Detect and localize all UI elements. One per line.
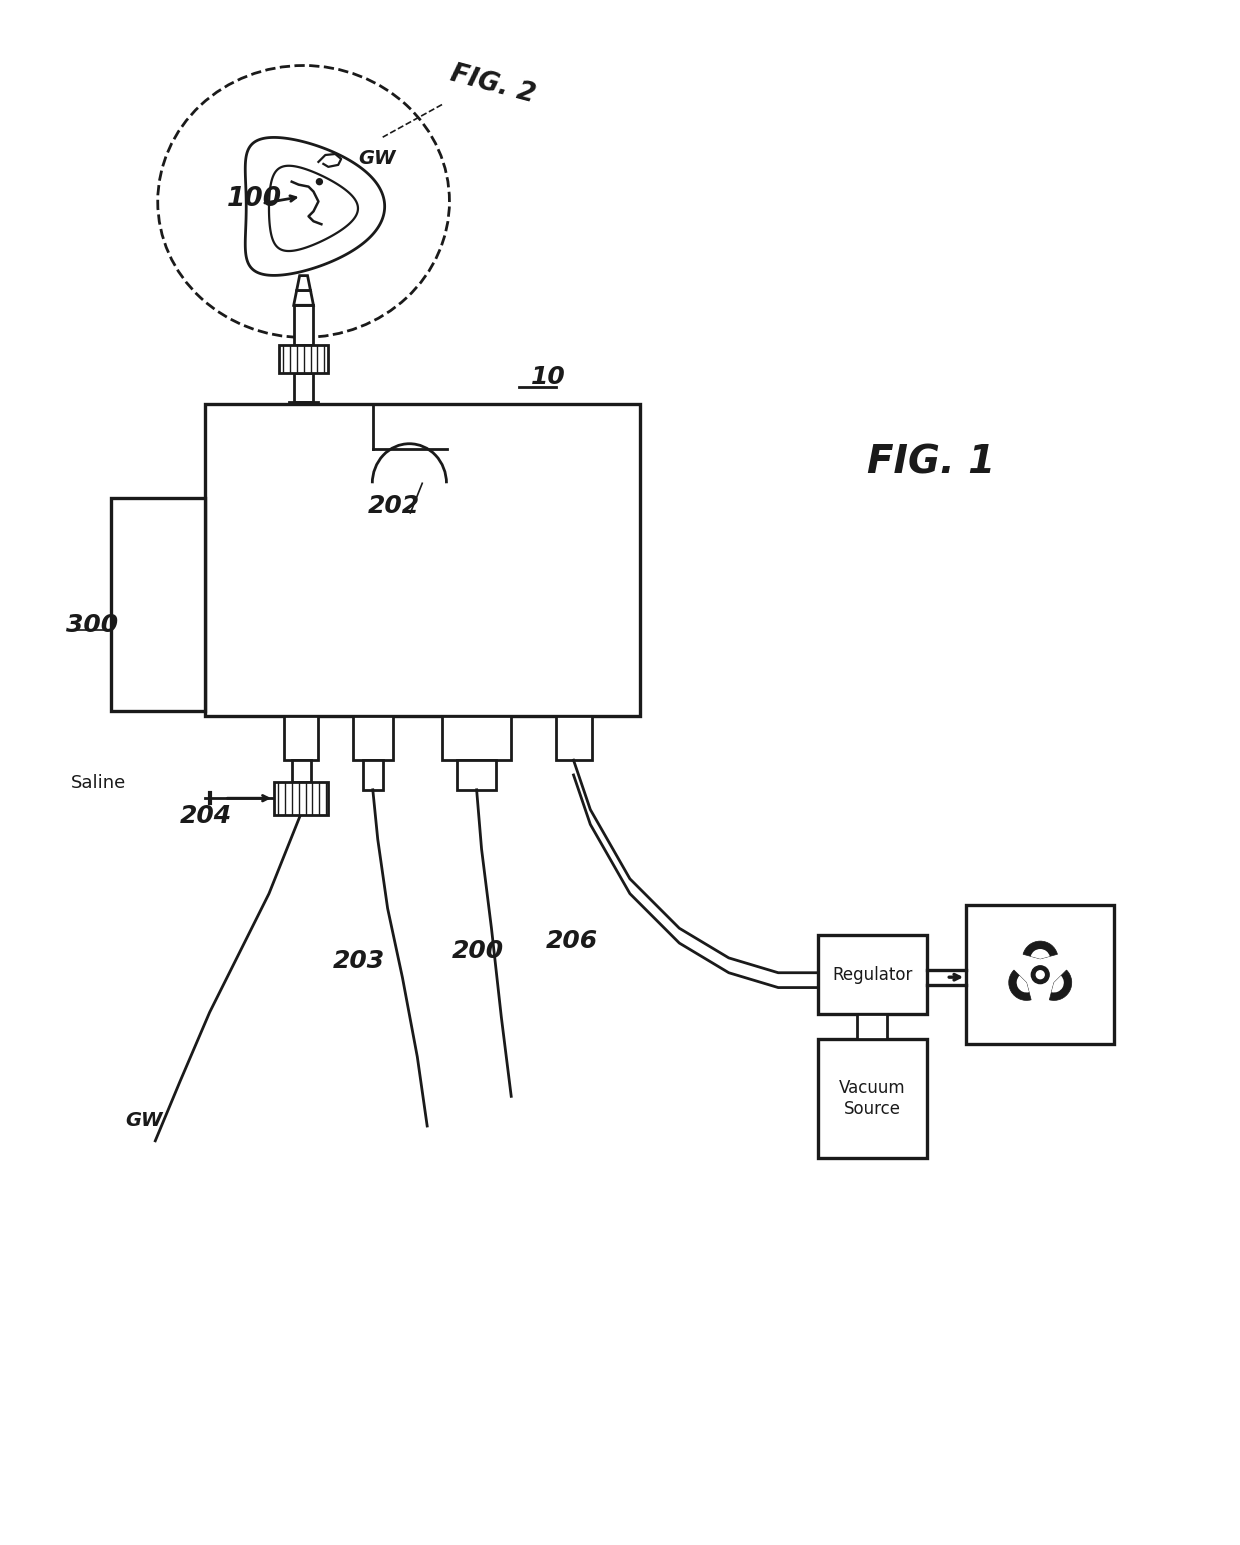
Polygon shape <box>296 275 310 290</box>
Bar <box>353 715 393 760</box>
Wedge shape <box>1030 949 1050 959</box>
Bar <box>817 1038 926 1157</box>
Text: GW: GW <box>125 1111 164 1129</box>
Ellipse shape <box>157 65 449 337</box>
Bar <box>817 935 926 1014</box>
Bar <box>205 405 640 715</box>
Text: 200: 200 <box>451 939 503 963</box>
Text: 300: 300 <box>66 613 118 637</box>
Text: 203: 203 <box>334 949 386 973</box>
Bar <box>363 760 383 789</box>
Bar <box>289 402 319 405</box>
Text: 204: 204 <box>180 803 232 828</box>
Text: FIG. 2: FIG. 2 <box>446 60 538 108</box>
Circle shape <box>1032 966 1049 984</box>
Text: 10: 10 <box>531 366 565 389</box>
Text: GW: GW <box>358 148 396 168</box>
Text: 100: 100 <box>227 187 281 212</box>
Text: Regulator: Regulator <box>832 966 913 984</box>
Bar <box>556 715 593 760</box>
Circle shape <box>1037 970 1044 978</box>
Text: FIG. 1: FIG. 1 <box>867 443 996 482</box>
Bar <box>857 1014 887 1038</box>
Text: 202: 202 <box>368 494 420 518</box>
Polygon shape <box>294 290 314 306</box>
Wedge shape <box>1017 975 1029 992</box>
Bar <box>294 372 314 402</box>
Bar <box>441 715 511 760</box>
Bar <box>294 306 314 345</box>
Bar <box>966 905 1115 1044</box>
Wedge shape <box>1049 970 1071 1001</box>
Bar <box>279 345 329 372</box>
Polygon shape <box>246 138 384 275</box>
Wedge shape <box>1052 975 1064 992</box>
Bar <box>456 760 496 789</box>
Bar <box>291 760 310 782</box>
Bar <box>274 782 329 814</box>
Wedge shape <box>1023 941 1058 959</box>
Polygon shape <box>269 165 358 250</box>
Wedge shape <box>1009 970 1032 1001</box>
Text: Saline: Saline <box>71 774 126 793</box>
Bar <box>110 497 205 711</box>
Bar <box>284 715 319 760</box>
Circle shape <box>316 179 322 185</box>
Text: Vacuum
Source: Vacuum Source <box>838 1078 905 1117</box>
Text: 206: 206 <box>546 929 598 953</box>
